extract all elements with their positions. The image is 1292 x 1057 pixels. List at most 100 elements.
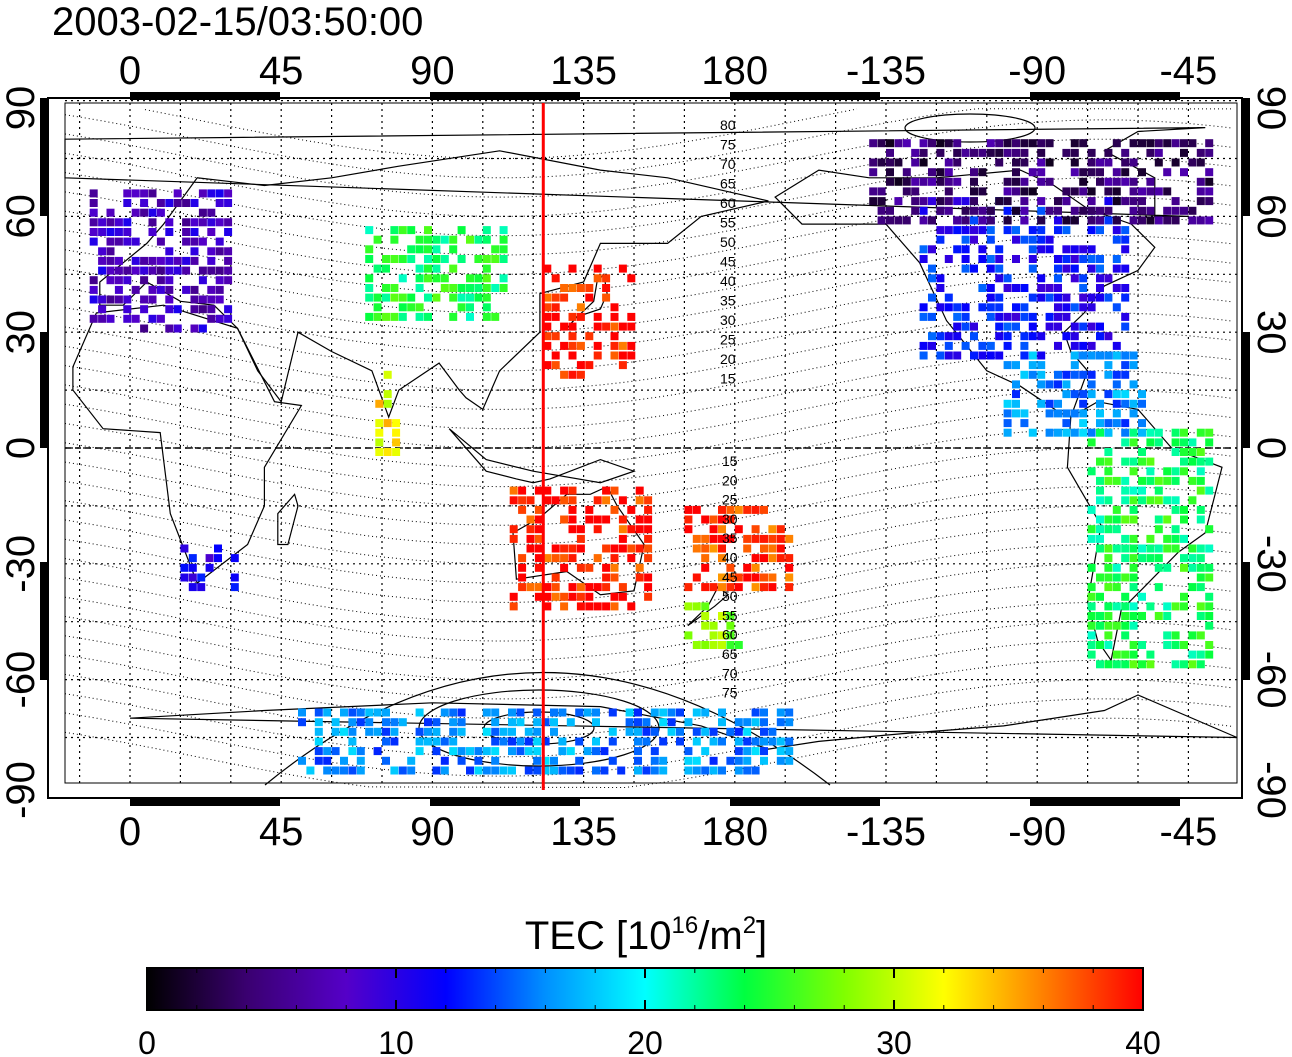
tec-cell — [314, 747, 323, 756]
tec-cell — [911, 187, 920, 196]
tec-cell — [1188, 216, 1197, 225]
contour-label: 50 — [722, 588, 738, 604]
tec-cell — [156, 276, 165, 285]
tec-cell — [466, 274, 474, 283]
tec-cell — [568, 554, 577, 563]
tec-cell — [398, 766, 407, 775]
tec-cell — [953, 177, 962, 186]
tec-cell — [1079, 177, 1088, 186]
tec-cell — [365, 708, 374, 717]
tec-cell — [1146, 139, 1155, 148]
tec-cell — [482, 274, 491, 283]
tec-cell — [449, 235, 458, 244]
tec-cell — [894, 177, 903, 186]
tec-cell — [518, 505, 527, 514]
tec-cell — [1112, 419, 1121, 428]
tec-cell — [1087, 602, 1096, 611]
tec-cell — [1096, 496, 1104, 505]
tec-cell — [180, 563, 189, 572]
tec-cell — [709, 621, 718, 630]
tec-cell — [610, 554, 619, 563]
tec-cell — [617, 766, 626, 775]
tec-cell — [543, 312, 552, 321]
tec-cell — [1138, 399, 1146, 408]
tec-cell — [390, 284, 399, 292]
tec-cell — [541, 737, 550, 746]
tec-cell — [1129, 621, 1138, 630]
left-lat-tick-label: 0 — [0, 437, 43, 459]
tec-cell — [509, 525, 518, 534]
tec-cell — [432, 255, 441, 263]
tec-cell — [551, 583, 560, 592]
tec-cell — [1096, 264, 1104, 273]
tec-cell — [659, 737, 668, 746]
tec-cell — [543, 303, 552, 312]
tec-cell — [173, 256, 182, 265]
tec-cell — [667, 718, 676, 727]
tec-cell — [1012, 361, 1020, 370]
tec-cell — [131, 285, 140, 294]
tec-cell — [1171, 428, 1180, 437]
tec-cell — [356, 756, 365, 765]
isoline — [64, 544, 1234, 623]
tec-cell — [551, 303, 560, 312]
tec-cell — [776, 737, 785, 746]
tec-cell — [558, 747, 567, 756]
tec-cell — [667, 727, 676, 736]
tec-cell — [518, 583, 527, 592]
tec-cell — [743, 766, 752, 775]
tec-cell — [760, 727, 768, 736]
tec-cell — [676, 708, 684, 717]
tec-cell — [894, 139, 903, 148]
isoline — [64, 447, 1234, 526]
tec-cell — [415, 312, 424, 321]
tec-cell — [961, 226, 970, 235]
tec-cell — [995, 139, 1004, 148]
tec-cell — [1129, 187, 1138, 196]
tec-cell — [928, 139, 936, 148]
tec-cell — [114, 295, 123, 304]
tec-cell — [919, 312, 928, 321]
tec-cell — [1096, 476, 1104, 485]
tec-cell — [944, 351, 953, 360]
tec-cell — [551, 554, 560, 563]
tec-cell — [709, 727, 718, 736]
tec-cell — [760, 708, 768, 717]
tec-cell — [415, 303, 424, 312]
tec-cell — [106, 237, 115, 246]
tec-cell — [1096, 534, 1104, 543]
tec-cell — [1163, 563, 1172, 572]
tec-cell — [1104, 583, 1113, 592]
tec-cell — [1003, 341, 1012, 350]
tec-cell — [961, 245, 970, 254]
tec-cell — [543, 332, 552, 341]
tec-cell — [560, 293, 569, 302]
tec-cell — [1104, 525, 1113, 534]
tec-cell — [509, 602, 518, 611]
tec-cell — [944, 158, 953, 167]
tec-cell — [1054, 380, 1062, 389]
tec-cell — [634, 747, 642, 756]
tec-cell — [1020, 409, 1029, 418]
tec-cell — [392, 419, 401, 428]
tec-cell — [1129, 641, 1138, 649]
tec-cell — [1003, 274, 1012, 283]
tec-cell — [114, 276, 123, 285]
isoline — [64, 428, 1234, 507]
tec-cell — [961, 206, 970, 215]
tec-cell — [944, 197, 953, 206]
tec-cell — [314, 756, 323, 765]
tec-cell — [1054, 264, 1062, 273]
tec-cell — [560, 370, 569, 379]
tec-cell — [432, 274, 441, 283]
tec-cell — [785, 573, 794, 582]
tec-cell — [1096, 168, 1104, 177]
tec-cell — [986, 341, 995, 350]
tec-cell — [928, 216, 936, 225]
tec-cell — [1062, 390, 1071, 399]
tec-cell — [373, 303, 382, 312]
tec-cell — [894, 216, 903, 225]
tec-cell — [560, 341, 569, 350]
bottom-lon-tick-label: -135 — [846, 810, 926, 854]
tec-cell — [785, 583, 794, 592]
